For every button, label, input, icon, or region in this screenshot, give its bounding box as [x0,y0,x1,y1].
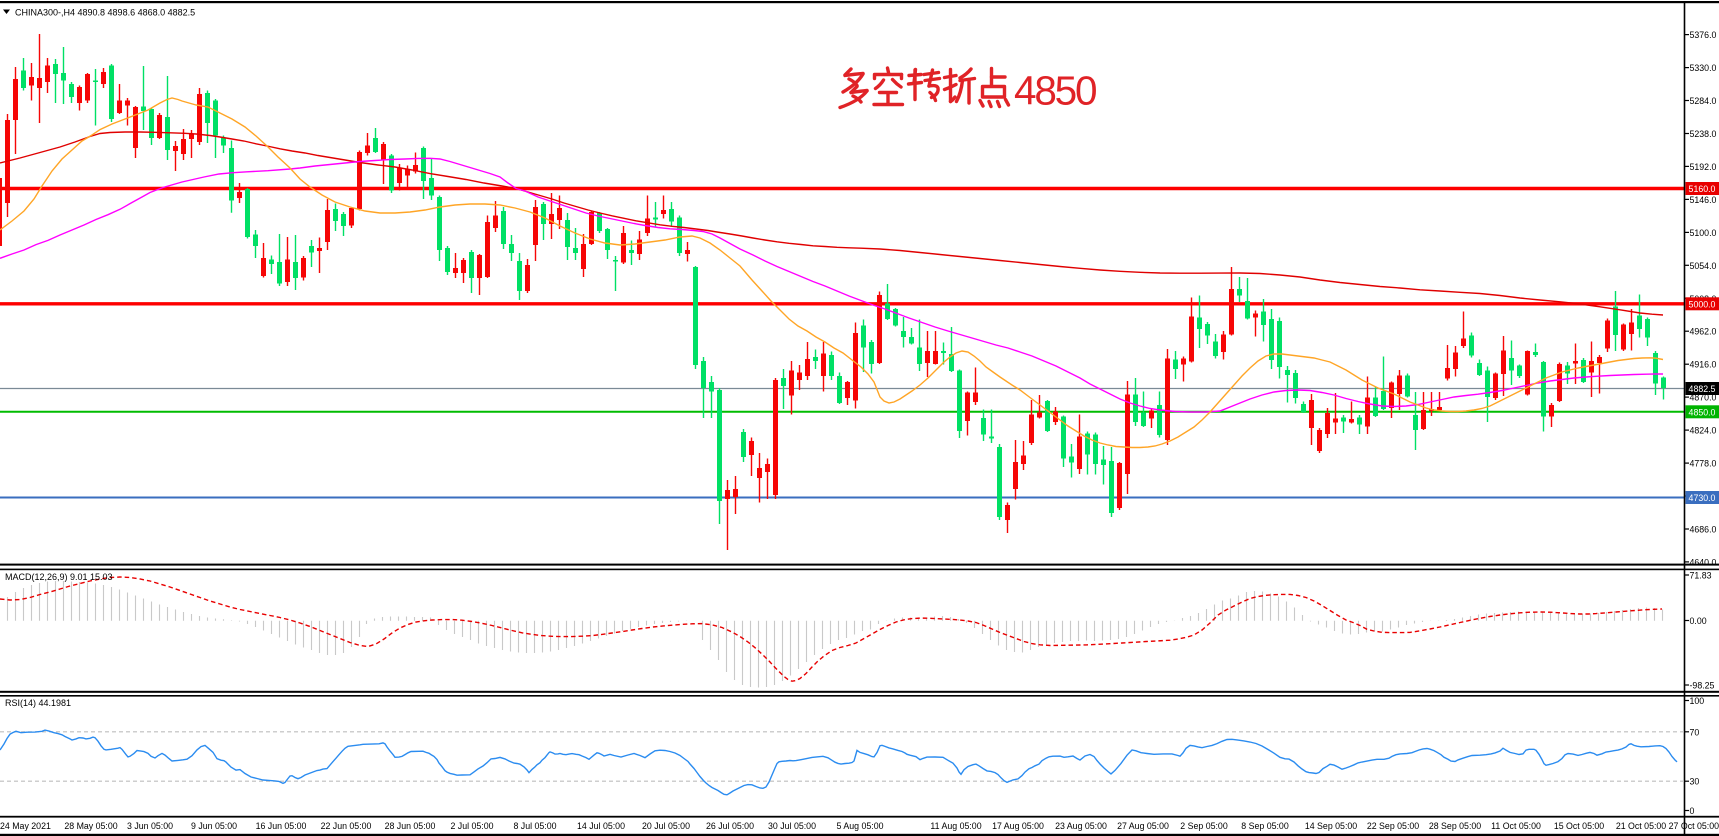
svg-text:71.83: 71.83 [1690,571,1712,581]
svg-text:28 Jun 05:00: 28 Jun 05:00 [385,821,436,831]
svg-text:24 May 2021: 24 May 2021 [0,821,51,831]
svg-text:MACD(12,26,9) 9.01 15.03: MACD(12,26,9) 9.01 15.03 [5,572,113,582]
svg-text:14 Sep 05:00: 14 Sep 05:00 [1305,821,1357,831]
svg-text:RSI(14) 44.1981: RSI(14) 44.1981 [5,698,71,708]
svg-text:5100.0: 5100.0 [1690,228,1717,238]
svg-text:4850.0: 4850.0 [1689,407,1716,417]
svg-text:27 Oct 05:00: 27 Oct 05:00 [1669,821,1719,831]
svg-text:20 Jul 05:00: 20 Jul 05:00 [642,821,690,831]
svg-text:8 Sep 05:00: 8 Sep 05:00 [1241,821,1289,831]
svg-text:26 Jul 05:00: 26 Jul 05:00 [706,821,754,831]
svg-text:5192.0: 5192.0 [1690,162,1717,172]
svg-text:2 Sep 05:00: 2 Sep 05:00 [1180,821,1228,831]
svg-text:28 Sep 05:00: 28 Sep 05:00 [1429,821,1481,831]
svg-text:17 Aug 05:00: 17 Aug 05:00 [992,821,1044,831]
svg-text:CHINA300-,H4 4890.8 4898.6 48: CHINA300-,H4 4890.8 4898.6 4868.0 4882.5 [15,8,195,18]
svg-text:27 Aug 05:00: 27 Aug 05:00 [1117,821,1169,831]
svg-text:28 May 05:00: 28 May 05:00 [64,821,117,831]
svg-text:4778.0: 4778.0 [1690,459,1717,469]
svg-text:4730.0: 4730.0 [1689,493,1716,503]
svg-text:30: 30 [1690,777,1700,787]
svg-text:-98.25: -98.25 [1690,681,1715,691]
svg-text:11 Aug 05:00: 11 Aug 05:00 [930,821,981,831]
svg-text:5330.0: 5330.0 [1690,63,1717,73]
svg-text:4882.5: 4882.5 [1689,384,1716,394]
svg-text:4962.0: 4962.0 [1690,327,1717,337]
svg-text:2 Jul 05:00: 2 Jul 05:00 [450,821,493,831]
svg-text:4850: 4850 [1014,68,1096,114]
svg-text:5376.0: 5376.0 [1690,30,1717,40]
svg-text:0.00: 0.00 [1690,616,1707,626]
svg-text:70: 70 [1690,727,1700,737]
svg-text:5284.0: 5284.0 [1690,96,1717,106]
svg-text:21 Oct 05:00: 21 Oct 05:00 [1616,821,1666,831]
svg-text:5238.0: 5238.0 [1690,129,1717,139]
svg-text:5160.0: 5160.0 [1689,184,1716,194]
svg-text:4640.0: 4640.0 [1690,557,1717,567]
svg-text:5 Aug 05:00: 5 Aug 05:00 [837,821,884,831]
svg-text:11 Oct 05:00: 11 Oct 05:00 [1491,821,1541,831]
svg-text:0: 0 [1690,806,1695,816]
svg-text:22 Sep 05:00: 22 Sep 05:00 [1367,821,1419,831]
svg-text:4686.0: 4686.0 [1690,525,1717,535]
svg-text:4824.0: 4824.0 [1690,426,1717,436]
svg-text:15 Oct 05:00: 15 Oct 05:00 [1554,821,1604,831]
svg-text:4916.0: 4916.0 [1690,360,1717,370]
svg-text:16 Jun 05:00: 16 Jun 05:00 [256,821,307,831]
svg-text:4870.0: 4870.0 [1690,393,1717,403]
svg-text:3 Jun 05:00: 3 Jun 05:00 [127,821,173,831]
svg-text:5000.0: 5000.0 [1689,299,1716,309]
svg-text:23 Aug 05:00: 23 Aug 05:00 [1055,821,1107,831]
svg-text:14 Jul 05:00: 14 Jul 05:00 [577,821,625,831]
svg-text:22 Jun 05:00: 22 Jun 05:00 [321,821,372,831]
svg-text:30 Jul 05:00: 30 Jul 05:00 [768,821,816,831]
svg-text:5146.0: 5146.0 [1690,195,1717,205]
svg-text:100: 100 [1690,696,1705,706]
svg-text:9 Jun 05:00: 9 Jun 05:00 [191,821,237,831]
svg-text:8 Jul 05:00: 8 Jul 05:00 [513,821,556,831]
svg-text:5054.0: 5054.0 [1690,261,1717,271]
